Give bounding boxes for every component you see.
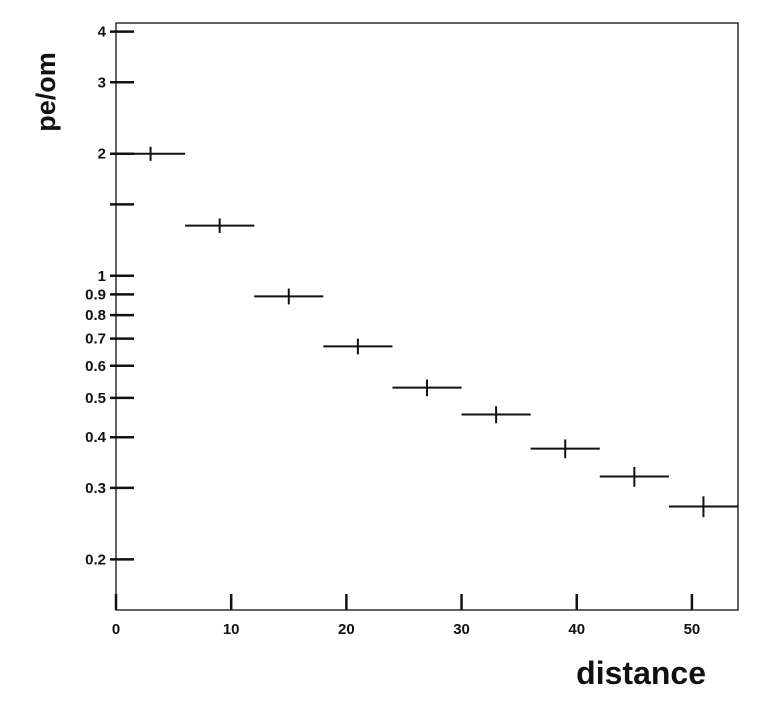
y-tick-label: 0.5 bbox=[85, 390, 106, 407]
y-axis: 0.2 0.3 0.4 0.5 0.6 0.7 0.8 0.91 2 3 4 bbox=[85, 24, 134, 568]
data-point bbox=[254, 288, 324, 305]
data-point bbox=[530, 439, 600, 459]
data-point bbox=[599, 466, 669, 487]
y-tick-label: 3 bbox=[98, 74, 106, 91]
data-point bbox=[461, 406, 531, 424]
x-tick-label: 0 bbox=[112, 621, 120, 638]
data-series bbox=[116, 146, 738, 518]
y-tick-label: 0.7 bbox=[85, 331, 106, 348]
data-point bbox=[668, 496, 738, 518]
x-tick-label: 10 bbox=[223, 621, 240, 638]
data-point bbox=[392, 379, 462, 397]
data-point bbox=[116, 146, 186, 161]
x-axis: 0 10 20 30 40 50 bbox=[112, 594, 700, 638]
y-axis-title: pe/om bbox=[31, 52, 61, 132]
y-tick-label: 2 bbox=[98, 146, 106, 163]
y-tick-label: 1 bbox=[98, 268, 106, 285]
x-axis-title: distance bbox=[576, 655, 706, 691]
y-tick-label: 0.9 bbox=[85, 286, 106, 303]
x-tick-label: 20 bbox=[338, 621, 355, 638]
y-tick-label: 0.4 bbox=[85, 429, 107, 446]
y-tick-label: 0.8 bbox=[85, 307, 106, 324]
x-tick-label: 40 bbox=[568, 621, 585, 638]
y-tick-label: 0.3 bbox=[85, 480, 106, 497]
y-tick-label: 0.2 bbox=[85, 551, 106, 568]
data-point bbox=[185, 218, 255, 234]
x-tick-label: 50 bbox=[684, 621, 701, 638]
y-tick-label: 4 bbox=[98, 24, 107, 41]
plot-frame bbox=[115, 22, 739, 611]
data-point bbox=[323, 338, 393, 355]
y-tick-label: 0.6 bbox=[85, 358, 106, 375]
x-tick-label: 30 bbox=[453, 621, 470, 638]
